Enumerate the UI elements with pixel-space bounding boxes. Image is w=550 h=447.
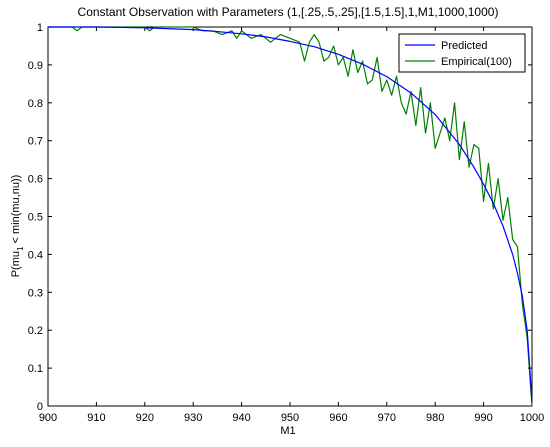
x-tick-label: 910	[87, 412, 105, 424]
y-tick-label: 0.1	[28, 363, 43, 375]
chart-title: Constant Observation with Parameters (1,…	[78, 5, 499, 19]
y-label-rest: < min(mu,nu))	[10, 175, 22, 247]
y-tick-label: 0.4	[28, 249, 43, 261]
legend-box	[398, 33, 526, 73]
x-tick-label: 960	[329, 412, 347, 424]
legend-entry-label: Predicted	[441, 40, 487, 52]
y-tick-label: 0.7	[28, 136, 43, 148]
plot-area	[47, 26, 533, 407]
x-tick-label: 970	[378, 412, 396, 424]
x-tick-label: 940	[232, 412, 250, 424]
x-tick-label: 920	[136, 412, 154, 424]
y-axis-label: P(mu1 < min(mu,nu))	[10, 175, 25, 278]
y-tick-label: 0.9	[28, 60, 43, 72]
y-tick-label: 0.5	[28, 212, 43, 224]
y-tick-label: 0	[37, 401, 43, 413]
y-label-subscript: 1	[16, 246, 25, 251]
x-tick-label: 1000	[520, 412, 544, 424]
x-tick-label: 950	[281, 412, 299, 424]
x-tick-label: 990	[474, 412, 492, 424]
y-tick-label: 0.6	[28, 174, 43, 186]
y-tick-label: 0.3	[28, 287, 43, 299]
series-line-empirical	[48, 26, 533, 407]
y-tick-label: 1	[37, 22, 43, 34]
x-tick-label: 980	[426, 412, 444, 424]
x-axis-label: M1	[280, 425, 295, 437]
series-line-predicted	[48, 26, 533, 403]
y-tick-label: 0.8	[28, 98, 43, 110]
x-tick-label: 900	[39, 412, 57, 424]
legend-entry-label: Empirical(100)	[441, 56, 512, 68]
y-label-main: P(mu	[10, 251, 22, 277]
y-tick-label: 0.2	[28, 325, 43, 337]
x-tick-label: 930	[184, 412, 202, 424]
